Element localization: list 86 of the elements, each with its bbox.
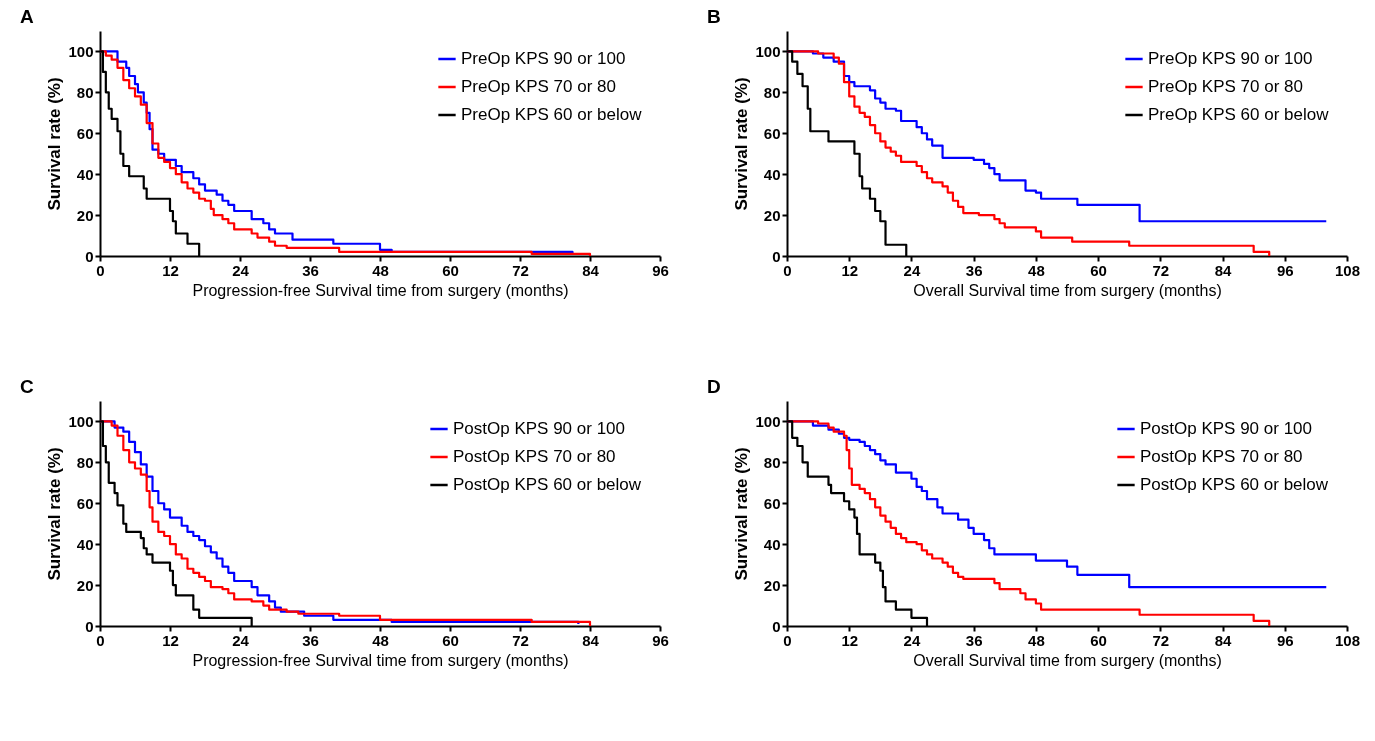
y-tick-label: 80 xyxy=(76,453,94,471)
y-tick-label: 0 xyxy=(85,617,94,635)
y-axis-title: Survival rate (%) xyxy=(732,447,752,581)
x-tick-label: 60 xyxy=(1090,631,1107,649)
y-tick-label: 0 xyxy=(85,247,94,265)
x-tick-label: 48 xyxy=(1028,261,1045,279)
legend-label: PreOp KPS 60 or below xyxy=(1148,105,1330,124)
y-tick-label: 100 xyxy=(755,42,781,60)
y-axis-title: Survival rate (%) xyxy=(732,77,752,211)
x-tick-label: 84 xyxy=(1214,631,1233,649)
y-tick-label: 20 xyxy=(76,576,94,594)
x-tick-label: 36 xyxy=(965,261,983,279)
x-tick-label: 24 xyxy=(232,631,250,649)
legend-label: PostOp KPS 70 or 80 xyxy=(453,447,616,466)
x-tick-label: 36 xyxy=(965,631,983,649)
legend-label: PostOp KPS 90 or 100 xyxy=(453,419,625,438)
legend-label: PostOp KPS 90 or 100 xyxy=(1140,419,1312,438)
legend-label: PreOp KPS 60 or below xyxy=(461,105,643,124)
chart-title: C xyxy=(20,376,34,397)
legend-label: PostOp KPS 60 or below xyxy=(453,475,642,494)
chart-title: B xyxy=(707,6,721,27)
y-tick-label: 20 xyxy=(76,206,94,224)
x-tick-label: 96 xyxy=(652,261,669,279)
x-tick-label: 72 xyxy=(512,631,529,649)
x-tick-label: 72 xyxy=(1152,631,1170,649)
x-axis-title: Overall Survival time from surgery (months) xyxy=(913,651,1222,669)
y-tick-label: 100 xyxy=(68,412,94,430)
x-tick-label: 60 xyxy=(1090,261,1107,279)
legend-label: PreOp KPS 70 or 80 xyxy=(1148,77,1303,96)
x-axis-title: Overall Survival time from surgery (months) xyxy=(913,281,1222,299)
x-tick-label: 12 xyxy=(841,261,859,279)
x-tick-label: 72 xyxy=(1152,261,1170,279)
x-tick-label: 108 xyxy=(1334,261,1361,279)
legend-label: PreOp KPS 90 or 100 xyxy=(461,49,626,68)
y-tick-label: 0 xyxy=(772,247,781,265)
legend-label: PostOp KPS 60 or below xyxy=(1140,475,1329,494)
x-axis-title: Progression-free Survival time from surgery (months) xyxy=(192,651,569,669)
legend-label: PreOp KPS 90 or 100 xyxy=(1148,49,1313,68)
x-tick-label: 12 xyxy=(162,261,179,279)
x-tick-label: 96 xyxy=(652,631,669,649)
x-tick-label: 84 xyxy=(582,631,600,649)
legend-label: PreOp KPS 70 or 80 xyxy=(461,77,616,96)
x-tick-label: 96 xyxy=(1276,261,1294,279)
y-tick-label: 80 xyxy=(76,83,94,101)
x-tick-label: 24 xyxy=(903,261,921,279)
y-tick-label: 60 xyxy=(76,494,94,512)
y-axis-title: Survival rate (%) xyxy=(45,77,65,211)
y-tick-label: 100 xyxy=(68,42,94,60)
legend-label: PostOp KPS 70 or 80 xyxy=(1140,447,1303,466)
y-tick-label: 40 xyxy=(76,165,94,183)
chart-title: A xyxy=(20,6,34,27)
y-tick-label: 40 xyxy=(763,165,781,183)
x-tick-label: 0 xyxy=(783,631,792,649)
x-tick-label: 84 xyxy=(582,261,600,279)
x-tick-label: 60 xyxy=(442,631,459,649)
y-tick-label: 80 xyxy=(763,453,781,471)
x-tick-label: 48 xyxy=(372,261,389,279)
x-tick-label: 0 xyxy=(96,261,105,279)
x-tick-label: 12 xyxy=(162,631,179,649)
x-tick-label: 0 xyxy=(96,631,105,649)
y-tick-label: 60 xyxy=(763,124,781,142)
x-tick-label: 48 xyxy=(1028,631,1045,649)
y-tick-label: 60 xyxy=(76,124,94,142)
x-tick-label: 0 xyxy=(783,261,792,279)
y-tick-label: 0 xyxy=(772,617,781,635)
y-tick-label: 40 xyxy=(76,535,94,553)
x-tick-label: 72 xyxy=(512,261,529,279)
x-tick-label: 24 xyxy=(903,631,921,649)
y-tick-label: 80 xyxy=(763,83,781,101)
x-tick-label: 84 xyxy=(1214,261,1233,279)
y-tick-label: 60 xyxy=(763,494,781,512)
y-tick-label: 20 xyxy=(763,206,781,224)
x-tick-label: 36 xyxy=(302,631,319,649)
x-tick-label: 24 xyxy=(232,261,250,279)
x-tick-label: 48 xyxy=(372,631,389,649)
y-tick-label: 40 xyxy=(763,535,781,553)
x-tick-label: 108 xyxy=(1334,631,1361,649)
x-tick-label: 36 xyxy=(302,261,319,279)
x-tick-label: 96 xyxy=(1276,631,1294,649)
x-axis-title: Progression-free Survival time from surgery (months) xyxy=(192,281,569,299)
x-tick-label: 12 xyxy=(841,631,859,649)
y-axis-title: Survival rate (%) xyxy=(45,447,65,581)
y-tick-label: 100 xyxy=(755,412,781,430)
y-tick-label: 20 xyxy=(763,576,781,594)
x-tick-label: 60 xyxy=(442,261,459,279)
chart-title: D xyxy=(707,376,721,397)
